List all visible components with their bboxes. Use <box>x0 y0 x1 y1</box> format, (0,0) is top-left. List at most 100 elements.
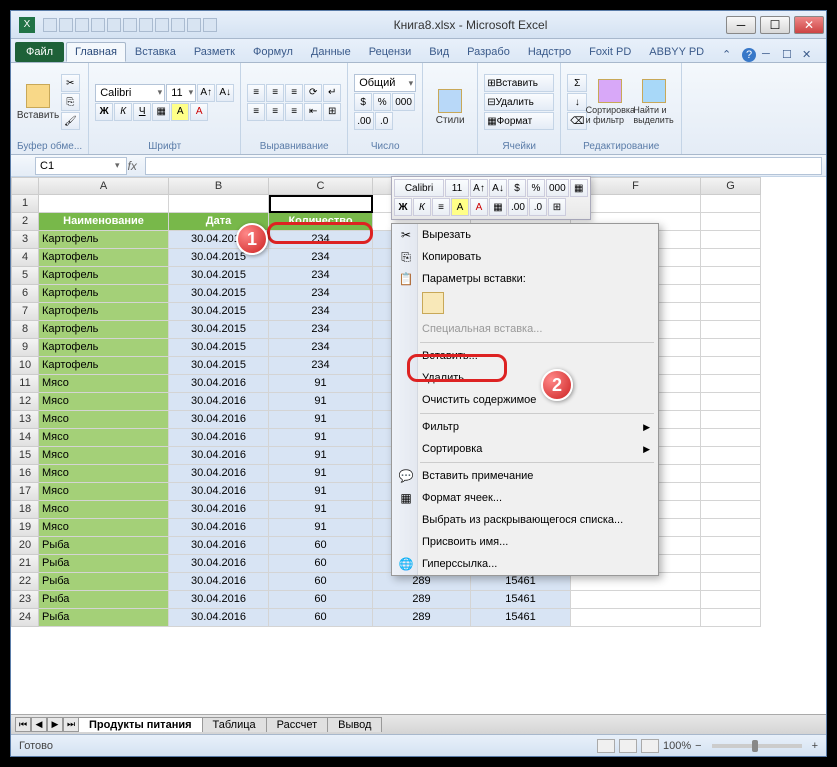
tab-foxit pd[interactable]: Foxit PD <box>580 42 640 62</box>
cell[interactable]: 60 <box>269 609 373 627</box>
paste-option-icon[interactable] <box>422 292 444 314</box>
mini-bold-icon[interactable]: Ж <box>394 198 412 216</box>
sheet-tab-active[interactable]: Продукты питания <box>78 717 203 732</box>
align-bottom-icon[interactable]: ≡ <box>285 84 303 102</box>
sheet-tab[interactable]: Таблица <box>202 717 267 732</box>
format-cells-button[interactable]: ▦ Формат <box>484 112 554 130</box>
tab-разрабо[interactable]: Разрабо <box>458 42 519 62</box>
cell[interactable] <box>701 339 761 357</box>
paste-button[interactable]: Вставить <box>17 84 59 121</box>
mini-merge-icon[interactable]: ⊞ <box>548 198 566 216</box>
cell[interactable] <box>701 537 761 555</box>
mini-fill-icon[interactable]: A <box>451 198 469 216</box>
cell[interactable]: 30.04.2016 <box>169 555 269 573</box>
cell[interactable]: Наименование <box>39 213 169 231</box>
cell[interactable]: 91 <box>269 375 373 393</box>
cell[interactable]: 30.04.2015 <box>169 357 269 375</box>
cell[interactable]: 60 <box>269 573 373 591</box>
cell[interactable]: Рыба <box>39 591 169 609</box>
cell[interactable]: 234 <box>269 357 373 375</box>
fill-icon[interactable]: ↓ <box>567 93 587 111</box>
row-header[interactable]: 1 <box>11 195 39 213</box>
tab-abbyy pd[interactable]: ABBYY PD <box>640 42 713 62</box>
mini-italic-icon[interactable]: К <box>413 198 431 216</box>
fill-color-icon[interactable]: A <box>171 103 189 121</box>
cell[interactable] <box>701 213 761 231</box>
mini-dec2-icon[interactable]: .0 <box>529 198 547 216</box>
minimize-button[interactable]: ─ <box>726 16 756 34</box>
tab-file[interactable]: Файл <box>15 42 64 62</box>
last-sheet-icon[interactable]: ⏭ <box>63 717 79 732</box>
zoom-slider[interactable] <box>712 744 802 748</box>
formula-bar[interactable] <box>145 157 822 175</box>
cm-filter[interactable]: Фильтр▶ <box>392 416 658 438</box>
row-header[interactable]: 3 <box>11 231 39 249</box>
namebox-dropdown-icon[interactable]: ▾ <box>115 160 120 171</box>
autosum-icon[interactable]: Σ <box>567 74 587 92</box>
doc-close-icon[interactable]: ✕ <box>802 48 816 62</box>
cell[interactable]: Картофель <box>39 267 169 285</box>
cm-clear[interactable]: Очистить содержимое <box>392 389 658 411</box>
cell[interactable]: 30.04.2015 <box>169 267 269 285</box>
cell[interactable]: 234 <box>269 267 373 285</box>
cell[interactable]: 289 <box>373 591 471 609</box>
help-icon[interactable]: ? <box>742 48 756 62</box>
row-header[interactable]: 11 <box>11 375 39 393</box>
align-left-icon[interactable]: ≡ <box>247 103 265 121</box>
cell[interactable] <box>571 591 701 609</box>
row-header[interactable]: 13 <box>11 411 39 429</box>
row-header[interactable]: 19 <box>11 519 39 537</box>
cell[interactable]: 30.04.2015 <box>169 321 269 339</box>
cell[interactable]: 30.04.2016 <box>169 501 269 519</box>
zoom-in-icon[interactable]: + <box>812 740 818 752</box>
cm-sort[interactable]: Сортировка▶ <box>392 438 658 460</box>
qat-btn[interactable] <box>203 18 217 32</box>
cell[interactable]: Мясо <box>39 411 169 429</box>
mini-font-combo[interactable]: Calibri <box>394 179 444 197</box>
cell[interactable]: Картофель <box>39 321 169 339</box>
percent-icon[interactable]: % <box>373 93 391 111</box>
qat-redo-icon[interactable] <box>75 18 89 32</box>
cell[interactable]: 60 <box>269 591 373 609</box>
cell[interactable]: 91 <box>269 501 373 519</box>
maximize-button[interactable]: ☐ <box>760 16 790 34</box>
cell[interactable]: Мясо <box>39 447 169 465</box>
minimize-ribbon-icon[interactable]: ⌃ <box>722 48 736 62</box>
qat-btn[interactable] <box>91 18 105 32</box>
mini-size-combo[interactable]: 11 <box>445 179 469 197</box>
cell[interactable] <box>39 195 169 213</box>
cell[interactable] <box>701 357 761 375</box>
cell[interactable] <box>571 609 701 627</box>
row-header[interactable]: 8 <box>11 321 39 339</box>
cell[interactable]: Мясо <box>39 519 169 537</box>
cell[interactable]: 30.04.2016 <box>169 429 269 447</box>
first-sheet-icon[interactable]: ⏮ <box>15 717 31 732</box>
cell[interactable] <box>701 501 761 519</box>
cell[interactable] <box>701 249 761 267</box>
border-icon[interactable]: ▦ <box>152 103 170 121</box>
cell[interactable]: 30.04.2015 <box>169 303 269 321</box>
next-sheet-icon[interactable]: ▶ <box>47 717 63 732</box>
decrease-indent-icon[interactable]: ⇤ <box>304 103 322 121</box>
cell[interactable]: Картофель <box>39 285 169 303</box>
cut-icon[interactable]: ✂ <box>61 74 80 92</box>
cell[interactable]: 30.04.2015 <box>169 339 269 357</box>
qat-btn[interactable] <box>123 18 137 32</box>
cell[interactable] <box>701 375 761 393</box>
tab-главная[interactable]: Главная <box>66 42 126 62</box>
mini-border-icon[interactable]: ▦ <box>570 179 588 197</box>
cell[interactable] <box>701 321 761 339</box>
close-button[interactable]: ✕ <box>794 16 824 34</box>
cell[interactable]: Картофель <box>39 231 169 249</box>
cell[interactable]: 234 <box>269 321 373 339</box>
cell[interactable]: 30.04.2016 <box>169 519 269 537</box>
cell[interactable]: Картофель <box>39 357 169 375</box>
clear-icon[interactable]: ⌫ <box>567 112 587 130</box>
increase-font-icon[interactable]: A↑ <box>197 84 215 102</box>
cell[interactable]: Мясо <box>39 501 169 519</box>
cm-dropdown[interactable]: Выбрать из раскрывающегося списка... <box>392 509 658 531</box>
currency-icon[interactable]: $ <box>354 93 372 111</box>
row-header[interactable]: 15 <box>11 447 39 465</box>
mini-shrink-font-icon[interactable]: A↓ <box>489 179 507 197</box>
tab-вставка[interactable]: Вставка <box>126 42 185 62</box>
